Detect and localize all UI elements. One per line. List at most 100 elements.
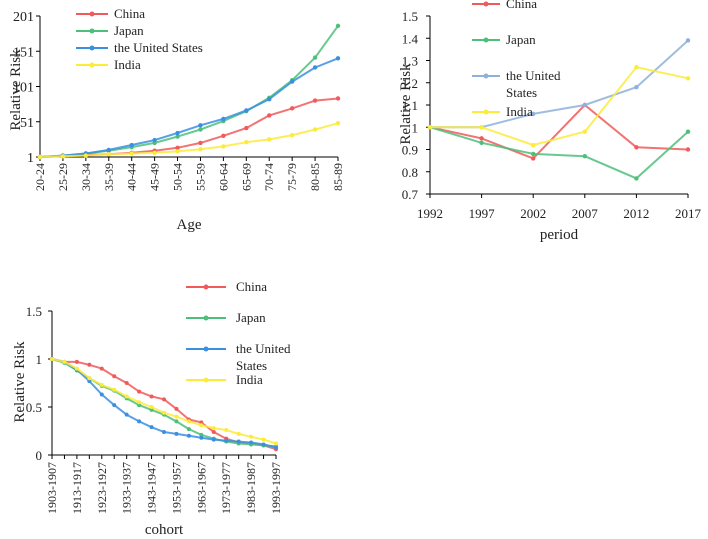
x-tick-label: 70-74 bbox=[262, 163, 276, 191]
data-point bbox=[199, 435, 204, 440]
data-point bbox=[335, 56, 341, 61]
data-point bbox=[198, 123, 203, 128]
data-point bbox=[106, 147, 111, 153]
x-tick-label: 20-24 bbox=[33, 163, 47, 191]
series-line bbox=[429, 126, 689, 180]
y-tick-label: 1.4 bbox=[402, 31, 419, 46]
y-tick-label: 0.7 bbox=[402, 187, 419, 202]
y-tick-label: 1.3 bbox=[402, 54, 418, 69]
x-tick-label: 1973-1977 bbox=[219, 462, 233, 514]
x-tick-label: 1953-1957 bbox=[169, 462, 183, 514]
legend-marker bbox=[483, 37, 489, 43]
data-point bbox=[137, 419, 142, 424]
series-the-united-states bbox=[427, 38, 691, 130]
data-point bbox=[112, 374, 117, 379]
data-point bbox=[162, 429, 166, 434]
data-point bbox=[634, 85, 639, 90]
data-point bbox=[149, 407, 154, 412]
data-point bbox=[249, 434, 254, 439]
data-point bbox=[199, 432, 204, 437]
data-point bbox=[312, 98, 318, 103]
x-tick-label: 1913-1917 bbox=[70, 462, 84, 514]
y-tick-label: 151 bbox=[13, 45, 34, 60]
x-tick-label: 80-85 bbox=[308, 163, 322, 191]
data-point bbox=[289, 106, 295, 111]
legend-marker bbox=[203, 284, 209, 290]
data-point bbox=[211, 429, 216, 434]
legend-marker bbox=[483, 109, 489, 115]
legend-marker bbox=[89, 62, 95, 68]
y-tick-label: 1.2 bbox=[402, 76, 418, 91]
y-axis-title: Relative Risk bbox=[398, 63, 414, 145]
data-point bbox=[211, 437, 216, 442]
data-point bbox=[149, 405, 154, 409]
data-point bbox=[335, 120, 341, 126]
data-point bbox=[137, 400, 142, 405]
data-point bbox=[137, 389, 142, 394]
data-point bbox=[152, 137, 157, 143]
data-point bbox=[531, 111, 536, 117]
data-point bbox=[335, 23, 341, 29]
y-tick-label: 1.1 bbox=[402, 98, 418, 113]
legend-label: the United States bbox=[236, 341, 291, 373]
data-point bbox=[87, 362, 92, 367]
data-point bbox=[634, 64, 639, 70]
data-point bbox=[244, 108, 249, 113]
data-point bbox=[531, 151, 536, 157]
data-point bbox=[582, 102, 587, 108]
data-point bbox=[479, 140, 484, 146]
x-tick-label: 1903-1907 bbox=[45, 462, 59, 514]
chart-panel-2: 0.7 0.8 0.9 1 1.1 1.2 1.3 1.4 1.5 1992 1997 2002 200… bbox=[398, 0, 702, 243]
data-point bbox=[274, 441, 278, 446]
y-tick-label: 0 bbox=[36, 448, 43, 463]
x-tick-label: 1923-1927 bbox=[95, 462, 109, 514]
series-india bbox=[50, 357, 278, 446]
series-line bbox=[39, 57, 339, 158]
x-tick-label: 35-39 bbox=[102, 163, 116, 191]
data-point bbox=[186, 427, 191, 432]
data-point bbox=[221, 144, 226, 149]
legend-label: China bbox=[236, 279, 267, 294]
data-point bbox=[37, 154, 43, 160]
y-tick-label: 1.5 bbox=[402, 9, 418, 24]
data-point bbox=[106, 151, 111, 157]
data-point bbox=[186, 433, 191, 438]
x-tick-label: 60-64 bbox=[216, 163, 230, 191]
x-tick-label: 1933-1937 bbox=[120, 462, 134, 514]
data-point bbox=[244, 125, 249, 131]
x-axis-title: Age bbox=[177, 217, 202, 233]
data-point bbox=[186, 419, 191, 424]
data-point bbox=[236, 439, 241, 444]
data-point bbox=[162, 410, 166, 415]
data-point bbox=[99, 366, 104, 371]
data-point bbox=[685, 76, 691, 81]
x-tick-label: 40-44 bbox=[125, 163, 139, 191]
data-point bbox=[261, 442, 266, 447]
data-point bbox=[112, 387, 117, 392]
legend-marker bbox=[483, 1, 489, 7]
legend-marker bbox=[483, 73, 489, 79]
legend-label: India bbox=[114, 57, 141, 72]
series-line bbox=[430, 39, 689, 129]
data-point bbox=[335, 96, 341, 101]
data-point bbox=[129, 142, 134, 148]
data-point bbox=[174, 406, 179, 411]
data-point bbox=[479, 136, 484, 141]
data-point bbox=[685, 147, 691, 152]
data-point bbox=[274, 445, 278, 450]
x-tick-label: 1993-1997 bbox=[269, 462, 283, 514]
legend-label: Japan bbox=[114, 23, 144, 38]
data-point bbox=[261, 437, 266, 442]
data-point bbox=[267, 96, 272, 102]
data-point bbox=[289, 79, 295, 84]
x-tick-label: 25-29 bbox=[56, 163, 70, 191]
x-tick-label: 2012 bbox=[623, 206, 649, 221]
data-point bbox=[175, 130, 180, 136]
legend-marker bbox=[203, 315, 209, 321]
legend-label: China bbox=[114, 6, 145, 21]
x-tick-label: 1983-1987 bbox=[244, 462, 258, 514]
legend-marker bbox=[89, 11, 95, 17]
